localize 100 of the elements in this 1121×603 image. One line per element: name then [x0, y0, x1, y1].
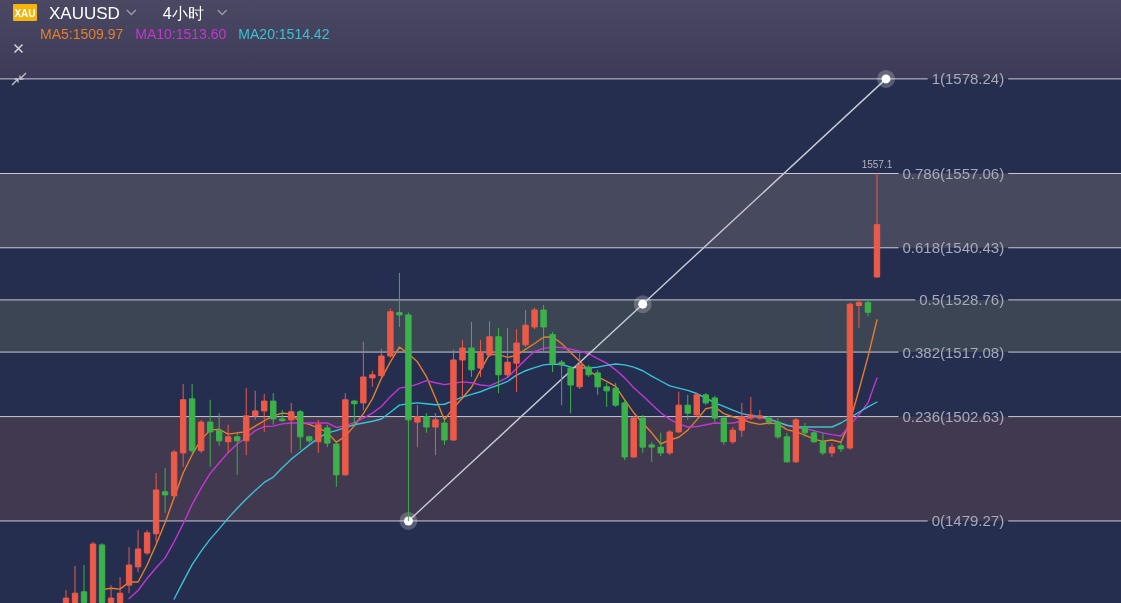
y-tick-label: (1517.08) [940, 343, 1005, 361]
candlestick [486, 320, 493, 358]
candlestick [684, 394, 691, 421]
candlestick [107, 584, 115, 603]
candlestick [765, 415, 773, 426]
candlestick [206, 399, 214, 468]
candlestick [513, 328, 520, 393]
y2-tick-label: 1 [931, 70, 940, 88]
candlestick [143, 529, 151, 556]
candlestick [648, 441, 655, 463]
candlestick [810, 429, 818, 444]
candlestick [161, 467, 169, 514]
y-tick-label: (1502.63) [940, 408, 1005, 426]
candlestick [693, 392, 700, 418]
candlestick [152, 472, 160, 543]
candlestick [297, 409, 304, 451]
candlestick [324, 424, 331, 448]
candlestick [855, 298, 863, 329]
candlestick [477, 339, 484, 378]
candlestick [738, 402, 746, 438]
candlestick [531, 307, 538, 330]
candlestick [522, 309, 529, 348]
candlestick [594, 369, 601, 396]
candlestick [675, 391, 682, 434]
candlestick [414, 404, 421, 448]
candlestick [116, 576, 124, 603]
candlestick [567, 365, 574, 414]
candlestick [540, 304, 547, 354]
text: MA10:1513.60 [135, 26, 227, 42]
candlestick [405, 312, 412, 522]
candlestick [504, 327, 511, 379]
y2-tick-label: 0 [931, 512, 940, 530]
candlestick [432, 412, 439, 456]
candlestick [197, 419, 205, 454]
y2-tick-label: 0.236 [902, 408, 940, 426]
text: MA5:1509.97 [40, 26, 124, 42]
candlestick [468, 321, 475, 378]
candlestick [261, 393, 268, 433]
candlestick [279, 409, 286, 423]
candlestick [558, 359, 565, 406]
y-tick-label: (1557.06) [940, 164, 1005, 182]
candlestick [657, 432, 664, 457]
candlestick [306, 435, 313, 444]
y2-tick-label: 0.618 [902, 239, 940, 257]
candlestick [495, 327, 502, 394]
candlestick [819, 432, 827, 456]
candlestick [288, 402, 295, 454]
candlestick [215, 412, 223, 447]
candlestick [243, 387, 250, 456]
candlestick [621, 399, 628, 461]
candlestick [80, 564, 88, 603]
candlestick [729, 426, 737, 445]
candlestick [630, 415, 637, 459]
candlestick [873, 172, 881, 279]
candlestick [342, 392, 349, 477]
y-tick-label: (1479.27) [940, 512, 1005, 530]
y2-tick-label: 0.5 [919, 291, 940, 309]
candlestick [179, 383, 187, 468]
candlestick [351, 399, 358, 426]
y-tick-label: (1578.24) [940, 70, 1005, 88]
candlestick [828, 442, 836, 458]
candlestick [783, 432, 791, 464]
point [399, 511, 418, 530]
candlestick [864, 298, 872, 317]
candlestick [188, 383, 196, 454]
y2-tick-label: 0.786 [902, 164, 940, 182]
candlestick [396, 272, 403, 328]
y-tick-label: (1540.43) [940, 239, 1005, 257]
candlestick [441, 419, 448, 446]
candlestick [252, 390, 259, 421]
y-tick-label: (1528.76) [940, 291, 1005, 309]
candlestick [387, 308, 394, 359]
candlestick [837, 442, 845, 453]
candlestick [747, 396, 755, 421]
candlestick [756, 409, 764, 421]
candlestick [585, 364, 592, 378]
candlestick [134, 529, 142, 573]
candlestick [125, 546, 133, 594]
candlestick [71, 565, 79, 603]
candlestick [378, 348, 385, 379]
candlestick [666, 429, 673, 456]
candlestick [360, 341, 367, 411]
candlestick [792, 417, 800, 464]
candlestick [62, 589, 70, 603]
candlestick [702, 392, 709, 406]
candlestick [333, 442, 340, 488]
candlestick [774, 417, 782, 440]
candlestick [450, 349, 457, 442]
text: MA20:1514.42 [238, 26, 330, 42]
point [877, 69, 895, 88]
candlestick [224, 424, 232, 454]
candlestick [603, 382, 610, 408]
candlestick [315, 419, 322, 454]
candlestick [549, 331, 556, 373]
candlestick [711, 395, 718, 423]
chart-subtitle: 4小时 [162, 5, 204, 22]
candlestick [576, 352, 583, 390]
y2-tick-label: 0.382 [902, 343, 940, 361]
candlestick [369, 370, 376, 388]
point [633, 295, 652, 314]
